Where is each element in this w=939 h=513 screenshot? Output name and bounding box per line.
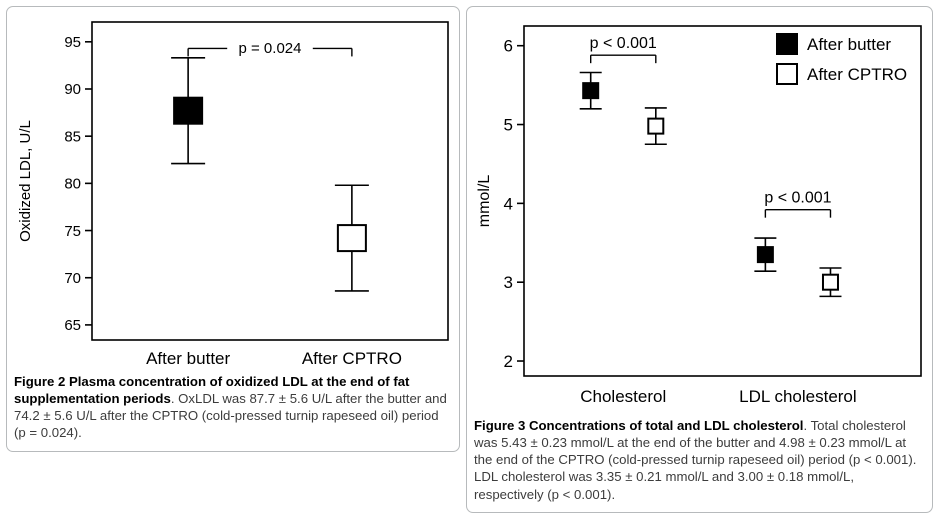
y-tick-label: 85 [64, 128, 81, 145]
category-label: After CPTRO [302, 349, 402, 368]
marker-filled-square [173, 96, 204, 125]
category-label: After butter [146, 349, 230, 368]
plot-box [91, 21, 449, 341]
significance-label: p < 0.001 [764, 190, 831, 207]
y-tick-label: 4 [504, 194, 513, 213]
oxldl-chart: 65 70 75 80 85 90 95 Oxidized LDL, U/L After but… [17, 21, 449, 368]
y-tick-label: 95 [64, 34, 81, 51]
marker-open-square [821, 273, 839, 291]
figure3-caption-body: . Total cholesterol was 5.43 ± 0.23 mmol… [474, 418, 917, 502]
significance-label: p = 0.024 [239, 40, 302, 57]
figure3-caption-title: Figure 3 Concentrations of total and LDL… [474, 418, 804, 433]
y-axis-title: Oxidized LDL, U/L [17, 120, 34, 242]
y-tick-label: 80 [64, 176, 81, 193]
marker-open-square [336, 224, 367, 253]
legend-label: After butter [807, 35, 891, 54]
marker-filled-square [756, 246, 774, 264]
figure2-panel: 65 70 75 80 85 90 95 Oxidized LDL, U/L After but… [6, 6, 460, 452]
plot-box [523, 25, 922, 377]
figure3-panel: 2 3 4 5 6 mmol/L Cholesterol LDL cholesterol p <… [466, 6, 933, 513]
cholesterol-chart: 2 3 4 5 6 mmol/L Cholesterol LDL cholesterol p <… [476, 25, 922, 406]
y-axis-title: mmol/L [476, 175, 493, 228]
legend-marker-filled [776, 33, 798, 55]
category-label: LDL cholesterol [739, 387, 857, 406]
y-tick-label: 90 [64, 81, 81, 98]
marker-filled-square [582, 82, 600, 100]
significance-label-bg [227, 37, 313, 59]
legend-marker-open [776, 63, 798, 85]
legend-label: After CPTRO [807, 65, 907, 84]
category-label: Cholesterol [580, 387, 666, 406]
y-tick-label: 3 [504, 273, 513, 292]
y-tick-label: 5 [504, 115, 513, 134]
figure2-caption-body: . OxLDL was 87.7 ± 5.6 U/L after the but… [14, 391, 447, 441]
y-tick-label: 70 [64, 270, 81, 287]
y-tick-label: 6 [504, 37, 513, 56]
y-tick-label: 2 [504, 352, 513, 371]
figure2-caption-title: Figure 2 Plasma concentration of oxidize… [14, 374, 410, 407]
marker-open-square [647, 117, 665, 135]
y-tick-label: 75 [64, 223, 81, 240]
significance-label: p < 0.001 [590, 35, 657, 52]
y-tick-label: 65 [64, 317, 81, 334]
figure2-caption: Figure 2 Plasma concentration of oxidize… [14, 373, 452, 442]
figure3-caption: Figure 3 Concentrations of total and LDL… [474, 417, 925, 503]
